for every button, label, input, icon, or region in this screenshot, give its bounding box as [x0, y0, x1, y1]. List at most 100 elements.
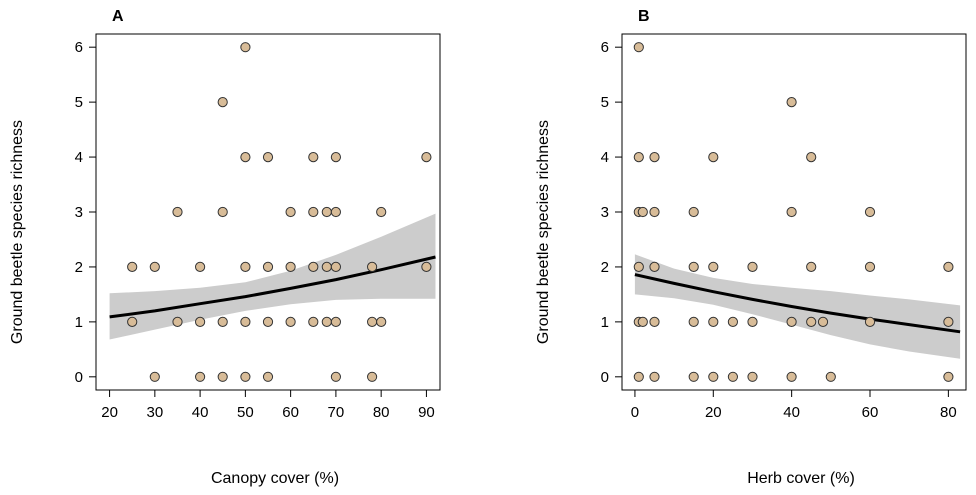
panel-a-data-point — [240, 371, 251, 382]
panel-a-y-tick-label: 3 — [75, 204, 83, 221]
panel-a-x-tick-label: 70 — [328, 404, 345, 421]
panel-b-data-point — [727, 371, 739, 382]
panel-a-data-point — [321, 316, 332, 327]
panel-b-x-tick-label: 40 — [783, 404, 800, 421]
panel-a-data-point — [262, 152, 274, 163]
panel-b-y-tick-label: 3 — [601, 204, 609, 221]
panel-a-data-point — [330, 261, 341, 272]
panel-a-y-tick-label: 6 — [75, 39, 83, 56]
panel-b-data-point — [943, 316, 954, 327]
panel-a-data-point — [262, 371, 274, 382]
panel-b-data-point — [864, 316, 876, 327]
panel-b-data-point — [633, 261, 644, 272]
panel-b-data-point — [633, 152, 644, 163]
panel-b-data-point — [649, 371, 660, 382]
panel-a-data-point — [195, 316, 206, 327]
panel-b: B Ground beetle species richness Herb co… — [535, 8, 967, 487]
panel-b-data-point — [649, 152, 660, 163]
panel-b-data-point — [806, 261, 817, 272]
panel-a-data-point — [330, 316, 341, 327]
panel-a-y-tick-label: 4 — [75, 149, 83, 166]
panel-b-x-tick-label: 60 — [862, 404, 879, 421]
panel-b-data-point — [786, 97, 797, 108]
panel-b-data-point — [688, 316, 699, 327]
panel-a-data-point — [195, 371, 206, 382]
panel-b-data-point — [943, 371, 954, 382]
panel-a-data-point — [217, 316, 228, 327]
panel-a-y-tick-label: 2 — [75, 259, 83, 276]
panel-a-x-tick-label: 40 — [192, 404, 209, 421]
panel-b-data-point — [747, 371, 758, 382]
panel-a-data-point — [217, 97, 228, 108]
panel-a-letter: A — [112, 8, 124, 25]
panel-a-data-point — [127, 261, 138, 272]
panel-b-data-point — [708, 316, 719, 327]
panel-b-letter: B — [638, 8, 650, 25]
panel-a-data-point — [330, 371, 341, 382]
panel-a-data-point — [127, 316, 138, 327]
panel-a-data-point — [367, 371, 378, 382]
panel-b-data-point — [864, 261, 876, 272]
panel-b-fit-line — [634, 273, 961, 334]
panel-a-data-point — [195, 261, 206, 272]
panel-a-data-point — [172, 206, 183, 218]
panel-b-points — [633, 42, 954, 382]
panel-a-data-point — [149, 371, 160, 382]
panel-a-data-point — [285, 206, 296, 218]
panel-a-x-tick-label: 20 — [101, 404, 118, 421]
panel-b-data-point — [806, 152, 817, 163]
panel-a-data-point — [240, 152, 251, 163]
panel-b-data-point — [688, 371, 699, 382]
panel-a-data-point — [172, 316, 183, 327]
panel-b-data-point — [786, 206, 797, 218]
panel-a-data-point — [330, 152, 341, 163]
panel-b-y-tick-label: 4 — [601, 149, 609, 166]
panel-b-data-point — [649, 261, 660, 272]
panel-b-y-tick-label: 2 — [601, 259, 609, 276]
panel-b-data-point — [688, 261, 699, 272]
panel-a-y-tick-label: 5 — [75, 94, 83, 111]
panel-b-x-tick-label: 0 — [631, 404, 639, 421]
panel-b-data-point — [864, 206, 876, 218]
panel-a-data-point — [149, 261, 160, 272]
panel-a-data-point — [308, 206, 319, 218]
panel-b-data-point — [649, 316, 660, 327]
panel-b-y-axis-label: Ground beetle species richness — [535, 120, 552, 344]
panel-b-x-tick-label: 20 — [705, 404, 722, 421]
panel-b-data-point — [786, 316, 797, 327]
panel-a-x-tick-label: 30 — [146, 404, 163, 421]
panel-b-data-point — [637, 316, 648, 327]
panel-b-data-point — [727, 316, 739, 327]
panel-b-data-point — [747, 261, 758, 272]
panel-a-data-point — [240, 261, 251, 272]
panel-b-data-point — [649, 206, 660, 218]
panel-a-data-point — [240, 316, 251, 327]
panel-a-data-point — [321, 206, 332, 218]
panel-b-fit-line-group — [634, 273, 961, 334]
panel-a-points — [127, 42, 432, 382]
panel-b-y-tick-label: 6 — [601, 39, 609, 56]
panel-a-y-tick-label: 0 — [75, 369, 83, 386]
panel-b-data-point — [708, 371, 719, 382]
panel-a-x-tick-label: 60 — [282, 404, 299, 421]
panel-a-axes: 20 30 40 50 60 70 80 90 0 1 2 3 4 5 6 — [75, 33, 441, 421]
panel-b-y-tick-label: 1 — [601, 314, 609, 331]
panel-a: A Ground beetle species richness Canopy … — [9, 8, 441, 487]
panel-a-data-point — [285, 261, 296, 272]
panel-b-x-tick-label: 80 — [940, 404, 957, 421]
panel-a-data-point — [367, 261, 378, 272]
panel-a-data-point — [217, 371, 228, 382]
panel-a-data-point — [217, 206, 228, 218]
panel-b-data-point — [633, 42, 644, 53]
panel-b-data-point — [786, 371, 797, 382]
panel-a-data-point — [240, 42, 251, 53]
panel-b-data-point — [943, 261, 954, 272]
panel-a-plot-frame — [95, 33, 441, 391]
panel-b-y-tick-label: 0 — [601, 369, 609, 386]
panel-b-x-axis-label: Herb cover (%) — [747, 470, 855, 487]
panel-b-data-point — [817, 316, 829, 327]
panel-b-data-point — [633, 371, 644, 382]
panel-a-x-axis-label: Canopy cover (%) — [211, 470, 339, 487]
panel-a-data-point — [321, 261, 332, 272]
